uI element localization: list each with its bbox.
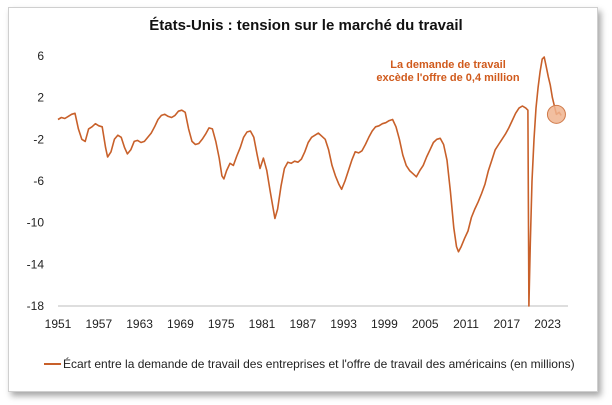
annotation-line-1: La demande de travail bbox=[390, 59, 506, 71]
y-tick-label: 6 bbox=[37, 49, 44, 63]
y-tick-label: -2 bbox=[33, 132, 44, 146]
x-tick-label: 1999 bbox=[371, 317, 398, 331]
x-tick-label: 1963 bbox=[126, 317, 153, 331]
x-tick-label: 2011 bbox=[453, 317, 479, 331]
x-axis: 1951 1957 1963 1969 1975 1981 1987 1993 1999 2005… bbox=[45, 317, 562, 331]
x-tick-label: 1987 bbox=[289, 317, 316, 331]
y-tick-label: -6 bbox=[33, 174, 44, 188]
y-tick-label: -10 bbox=[27, 216, 45, 230]
chart-title: États-Unis : tension sur le marché du tr… bbox=[149, 17, 462, 34]
highlight-circle bbox=[546, 104, 566, 124]
y-tick-label: 2 bbox=[37, 91, 44, 105]
x-tick-label: 2005 bbox=[412, 317, 439, 331]
annotation-line-2: excède l'offre de 0,4 million bbox=[376, 72, 520, 84]
x-tick-label: 2023 bbox=[534, 317, 561, 331]
y-tick-label: -18 bbox=[27, 299, 45, 313]
x-tick-label: 1993 bbox=[330, 317, 357, 331]
x-tick-label: 1975 bbox=[208, 317, 235, 331]
y-tick-label: -14 bbox=[27, 257, 45, 271]
x-tick-label: 1969 bbox=[167, 317, 194, 331]
series-line bbox=[57, 56, 562, 307]
x-tick-label: 1981 bbox=[249, 317, 276, 331]
y-axis: 6 2 -2 -6 -10 -14 -18 bbox=[27, 49, 45, 313]
chart-frame bbox=[8, 7, 598, 392]
x-tick-label: 2017 bbox=[493, 317, 520, 331]
x-tick-label: 1951 bbox=[45, 317, 72, 331]
x-tick-label: 1957 bbox=[85, 317, 112, 331]
legend-label: Écart entre la demande de travail des en… bbox=[63, 356, 575, 371]
